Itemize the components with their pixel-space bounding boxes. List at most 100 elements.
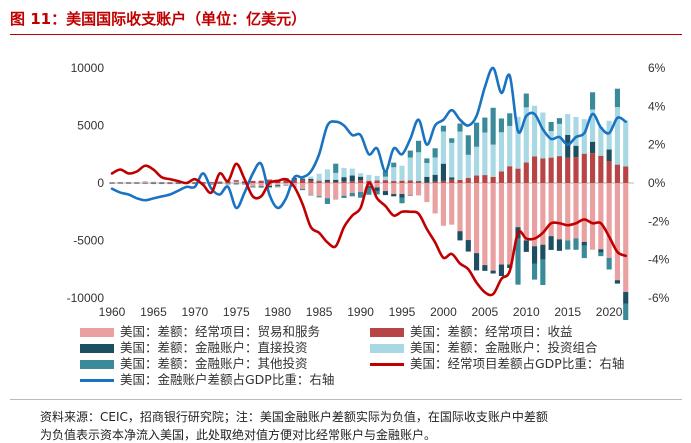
bar-trade — [391, 183, 397, 195]
x-tick-label: 1970 — [182, 305, 209, 319]
bar-fdi — [167, 183, 173, 184]
bar-other — [606, 257, 612, 270]
bar-fdi — [606, 149, 612, 162]
bar-income — [424, 182, 430, 184]
bar-fdi — [573, 145, 579, 158]
bar-portfolio — [374, 175, 380, 181]
bar-fdi — [523, 240, 529, 252]
bar-income — [308, 180, 314, 183]
bar-fdi — [333, 179, 339, 183]
bar-fdi — [208, 183, 214, 185]
bar-other — [266, 187, 272, 189]
bar-income — [523, 162, 529, 183]
bar-other — [150, 183, 156, 185]
bar-income — [556, 156, 562, 183]
bar-income — [465, 177, 471, 183]
bar-portfolio — [324, 169, 330, 180]
bar-portfolio — [590, 109, 596, 142]
bar-fdi — [399, 194, 405, 198]
bar-other — [614, 88, 620, 108]
bar-other — [316, 196, 322, 198]
y-tick-label: 5000 — [77, 119, 104, 133]
bar-other — [117, 183, 123, 184]
bar-income — [109, 182, 115, 183]
bar-income — [399, 180, 405, 183]
line-financial-account-gdp — [110, 66, 628, 210]
bar-income — [482, 175, 488, 183]
bar-income — [598, 155, 604, 183]
bar-fdi — [366, 186, 372, 188]
bar-portfolio — [498, 132, 504, 172]
bar-income — [217, 181, 223, 183]
bar-portfolio — [275, 186, 281, 187]
bar-fdi — [565, 134, 571, 158]
bar-trade — [382, 183, 388, 192]
bar-other — [498, 118, 504, 133]
chart-legend: 美国：差额：经常项目：贸易和服务 美国：差额：经常项目：收益 美国：差额：金融账… — [80, 324, 680, 388]
bar-trade — [465, 183, 471, 241]
bar-fdi — [258, 186, 264, 188]
bar-other — [300, 188, 306, 191]
bar-income — [581, 153, 587, 183]
bar-income — [407, 180, 413, 183]
bar-trade — [532, 183, 538, 247]
bar-trade — [416, 183, 422, 196]
bar-other — [324, 198, 330, 204]
bar-portfolio — [316, 173, 322, 181]
bar-other — [565, 240, 571, 250]
bar-trade — [457, 183, 463, 232]
bar-income — [440, 180, 446, 183]
bar-trade — [134, 182, 140, 183]
bar-other — [523, 93, 529, 108]
bar-fdi — [490, 270, 496, 274]
bar-income — [532, 156, 538, 183]
bar-other — [250, 187, 256, 188]
bar-other — [225, 184, 231, 185]
x-tick-label: 1965 — [140, 305, 167, 319]
bar-portfolio — [266, 187, 272, 188]
bar-income — [507, 166, 513, 183]
bar-fdi — [581, 241, 587, 246]
bar-other — [540, 259, 546, 286]
bar-income — [457, 179, 463, 183]
legend-label-other: 美国：差额：金融账户：其他投资 — [120, 356, 308, 371]
bar-fdi — [233, 183, 239, 184]
bar-portfolio — [399, 165, 405, 181]
bar-income — [300, 179, 306, 183]
bar-portfolio — [581, 119, 587, 154]
bar-fdi — [416, 181, 422, 182]
bar-trade — [515, 183, 521, 228]
bar-fdi — [556, 239, 562, 251]
bar-trade — [482, 183, 488, 266]
legend-item-income: 美国：差额：经常项目：收益 — [370, 324, 660, 340]
bar-trade — [291, 183, 297, 186]
bar-income — [498, 171, 504, 183]
x-tick-label: 1960 — [99, 305, 126, 319]
legend-label-fdi: 美国：差额：金融账户：直接投资 — [120, 340, 308, 355]
bar-other — [333, 163, 339, 173]
legend-item-trade: 美国：差额：经常项目：贸易和服务 — [80, 324, 370, 340]
bar-income — [565, 157, 571, 183]
bar-other — [391, 162, 397, 168]
bar-trade — [275, 183, 281, 186]
bar-trade — [167, 182, 173, 184]
bar-trade — [208, 183, 214, 184]
bar-trade — [250, 183, 256, 187]
bar-income — [134, 181, 140, 183]
bar-income — [159, 182, 165, 183]
x-tick-label: 1980 — [264, 305, 291, 319]
bar-other — [432, 148, 438, 158]
bar-income — [333, 182, 339, 183]
bar-trade — [333, 183, 339, 200]
bar-trade — [424, 183, 430, 203]
bar-other — [175, 183, 181, 185]
bar-fdi — [614, 280, 620, 284]
bar-income — [548, 157, 554, 183]
bar-trade — [432, 183, 438, 214]
bar-portfolio — [556, 123, 562, 157]
bar-fdi — [623, 292, 629, 304]
bar-trade — [614, 183, 620, 281]
bar-trade — [556, 183, 562, 240]
bar-other — [341, 195, 347, 198]
bar-other — [358, 191, 364, 198]
